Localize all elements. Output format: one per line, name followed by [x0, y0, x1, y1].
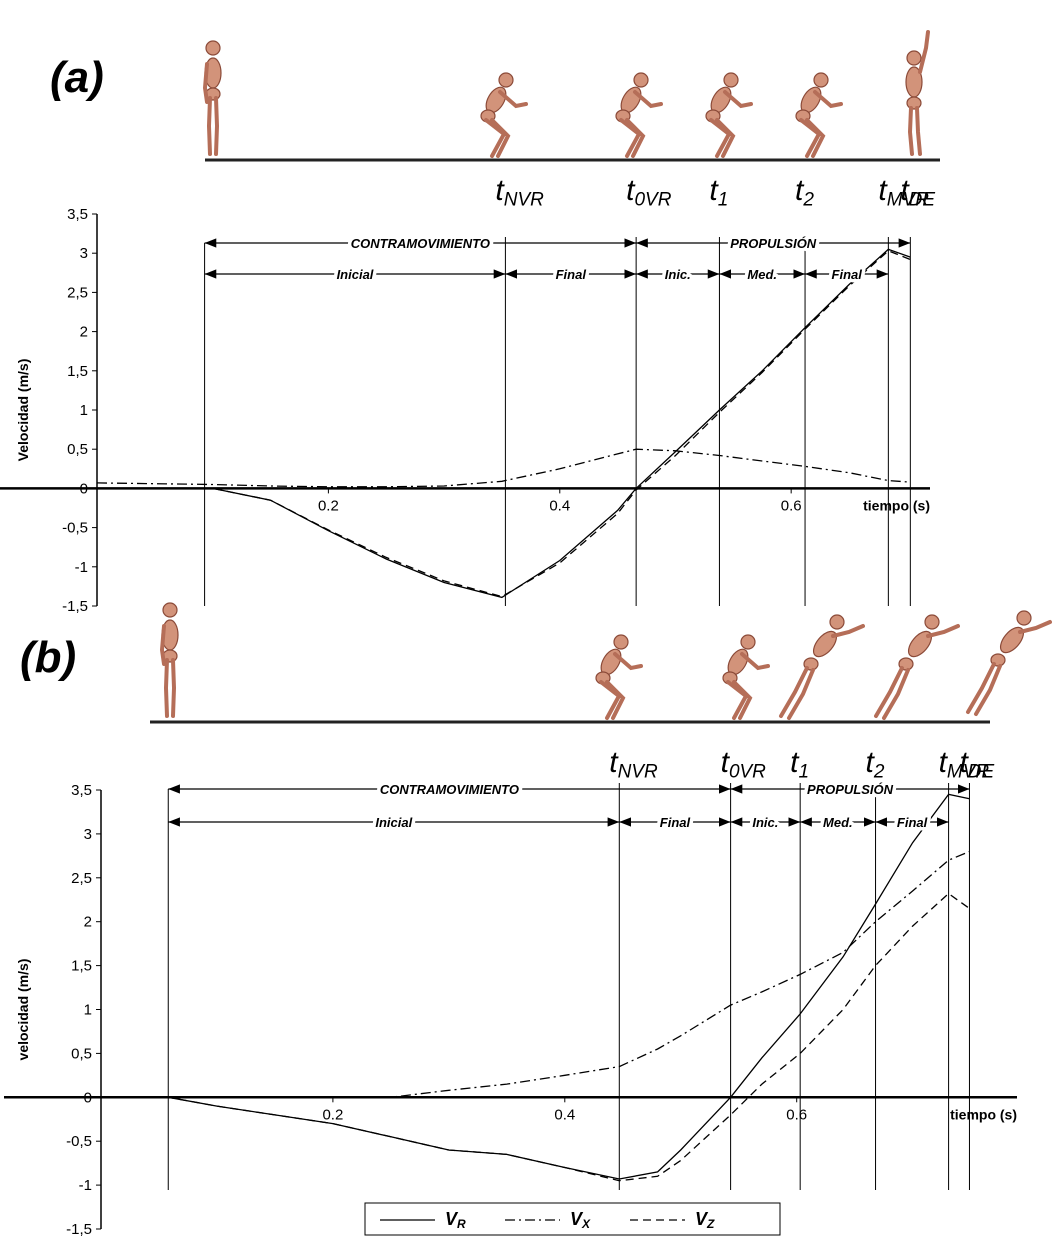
y-axis-title: Velocidad (m/s) [15, 359, 31, 462]
phase-label: CONTRAMOVIMIENTO [380, 782, 519, 797]
event-label: t2 [795, 174, 814, 210]
legend-label: VX [570, 1209, 591, 1231]
y-tick-label: 1,5 [67, 363, 88, 380]
skeleton [162, 603, 178, 716]
y-tick-label: -1 [79, 1177, 92, 1194]
y-tick-label: 0,5 [71, 1045, 92, 1062]
y-tick-label: 2,5 [67, 284, 88, 301]
phase-label: Inicial [375, 815, 412, 830]
y-tick-label: -1 [75, 559, 88, 576]
phase-label: Final [897, 815, 928, 830]
x-axis-title: tiempo (s) [863, 497, 930, 513]
y-tick-label: 3,5 [67, 206, 88, 223]
phase-label: Final [660, 815, 691, 830]
series-line [97, 250, 911, 598]
x-tick-label: 0.6 [781, 497, 802, 514]
x-tick-label: 0.4 [549, 497, 570, 514]
phase-label: Inicial [337, 267, 374, 282]
skeleton [706, 73, 751, 156]
skeleton-figures-a [205, 32, 940, 162]
series-line [101, 892, 970, 1182]
event-label: tNVR [495, 174, 544, 210]
series-line [96, 448, 911, 488]
x-tick-label: 0.2 [318, 497, 339, 514]
y-tick-label: 2 [80, 324, 88, 341]
event-label: tMVR [939, 746, 990, 782]
skeleton [781, 615, 863, 718]
y-tick-label: 1 [80, 402, 88, 419]
x-tick-label: 0.6 [786, 1106, 807, 1123]
legend-box [364, 1202, 781, 1236]
event-label: t1 [709, 174, 728, 210]
legend-label: VZ [695, 1209, 715, 1231]
panel-label: (a) [50, 53, 104, 102]
y-tick-label: -0,5 [66, 1133, 92, 1150]
phase-label: PROPULSIÓN [730, 236, 817, 251]
skeleton [596, 635, 641, 718]
legend-label: VR [445, 1209, 466, 1231]
event-label: t1 [790, 746, 809, 782]
phase-label: Final [832, 267, 863, 282]
skeleton-figures-b [150, 603, 1050, 724]
series-line [101, 850, 970, 1098]
series-line [97, 248, 911, 599]
y-tick-label: -0,5 [62, 520, 88, 537]
phase-label: CONTRAMOVIMIENTO [351, 236, 490, 251]
skeleton [481, 73, 526, 156]
skeleton [616, 73, 661, 156]
phase-label: Inic. [752, 815, 778, 830]
phase-label: Med. [823, 815, 853, 830]
event-label: tDE [959, 746, 994, 782]
skeleton [796, 73, 841, 156]
phase-label: Med. [747, 267, 777, 282]
y-tick-label: -1,5 [66, 1221, 92, 1236]
phase-label: PROPULSIÓN [807, 782, 894, 797]
skeleton [205, 41, 221, 154]
y-tick-label: -1,5 [62, 598, 88, 615]
y-tick-label: 3 [84, 826, 92, 843]
series-line [101, 793, 970, 1180]
skeleton [723, 635, 768, 718]
y-tick-label: 2,5 [71, 870, 92, 887]
event-label: tMVR [878, 174, 929, 210]
event-label: tDE [900, 174, 935, 210]
skeleton [968, 611, 1050, 714]
y-tick-label: 1 [84, 1002, 92, 1019]
y-tick-label: 2 [84, 914, 92, 931]
skeleton [906, 32, 928, 154]
y-tick-label: 3 [80, 245, 88, 262]
y-tick-label: 0,5 [67, 441, 88, 458]
x-axis-title: tiempo (s) [950, 1106, 1017, 1122]
event-label: t0VR [721, 746, 767, 782]
y-axis-title: velocidad (m/s) [15, 959, 31, 1061]
y-tick-label: 3,5 [71, 782, 92, 799]
event-label: t2 [866, 746, 885, 782]
y-tick-label: 1,5 [71, 958, 92, 975]
event-label: t0VR [626, 174, 672, 210]
phase-label: Final [556, 267, 587, 282]
event-label: tNVR [609, 746, 658, 782]
x-tick-label: 0.4 [554, 1106, 575, 1123]
panel-label: (b) [20, 633, 76, 682]
skeleton [876, 615, 958, 718]
phase-label: Inic. [665, 267, 691, 282]
x-tick-label: 0.2 [322, 1106, 343, 1123]
